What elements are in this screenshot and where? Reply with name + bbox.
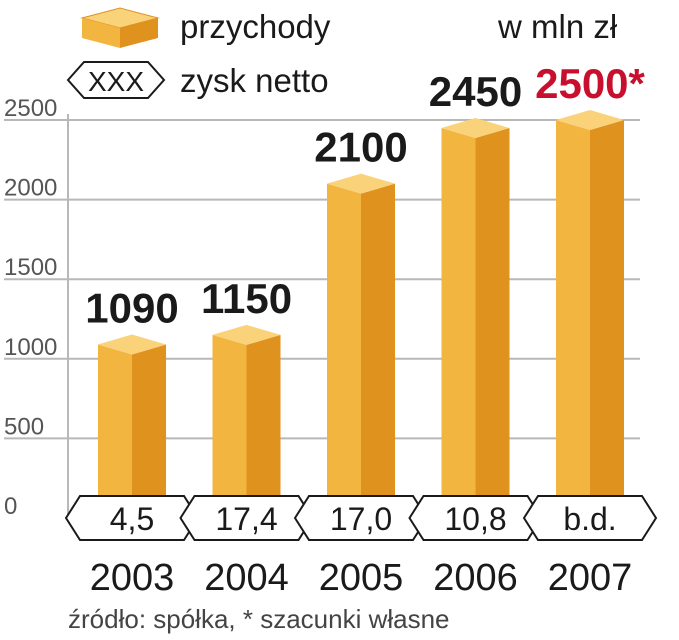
- y-tick-label: 1500: [4, 254, 57, 281]
- bar-face-top: [98, 334, 166, 355]
- revenue-bar: [327, 173, 395, 518]
- bar-face-left: [98, 344, 132, 518]
- revenue-bar: [212, 324, 281, 518]
- net-profit-label: 4,5: [110, 501, 154, 537]
- bar-value-label: 1150: [201, 275, 292, 322]
- net-profit-badge: 17,0: [293, 495, 429, 541]
- revenue-bar: [441, 117, 510, 519]
- net-profit-badge: 10,8: [408, 495, 543, 541]
- y-tick-label: 1000: [4, 334, 57, 361]
- y-tick-label: 0: [4, 493, 17, 520]
- x-tick-label: 2005: [319, 557, 404, 599]
- y-tick-label: 2500: [4, 95, 57, 122]
- bar-face-right: [132, 344, 166, 518]
- legend-profit-label: zysk netto: [180, 62, 329, 99]
- net-profit-badge: b.d.: [522, 495, 658, 541]
- net-profit-label: 17,4: [215, 501, 277, 537]
- revenue-bar: [98, 334, 166, 518]
- bar-face-top: [556, 110, 624, 130]
- unit-label: w mln zł: [498, 8, 618, 45]
- legend-profit-sample: XXX: [88, 66, 144, 97]
- net-profit-label: b.d.: [563, 501, 616, 537]
- legend-revenue-swatch-icon: [80, 7, 160, 48]
- y-tick-label: 500: [4, 413, 44, 440]
- bar-value-label: 1090: [85, 284, 178, 331]
- bar-face-right: [246, 334, 281, 518]
- revenue-bar: [556, 110, 624, 518]
- bar-face-right: [361, 183, 395, 518]
- net-profit-label: 17,0: [330, 501, 392, 537]
- bar-value-label: 2450: [429, 68, 522, 115]
- bar-face-right: [475, 127, 510, 519]
- net-profit-badge: 17,4: [179, 495, 314, 541]
- bar-value-label: 2500*: [535, 60, 645, 107]
- bar-face-right: [590, 120, 624, 518]
- x-tick-label: 2003: [90, 557, 175, 599]
- bar-face-left: [441, 127, 476, 519]
- bar-value-label: 2100: [314, 124, 407, 171]
- net-profit-label: 10,8: [444, 501, 506, 537]
- bar-face-top: [212, 324, 281, 345]
- bar-face-left: [327, 183, 361, 518]
- legend-revenue-label: przychody: [180, 8, 331, 45]
- source-note: źródło: spółka, * szacunki własne: [68, 604, 450, 634]
- y-tick-label: 2000: [4, 175, 57, 202]
- bar-face-top: [327, 173, 395, 194]
- bar-face-top: [441, 117, 510, 138]
- net-profit-badge: 4,5: [64, 495, 200, 541]
- bar-face-left: [212, 334, 247, 518]
- bar-face-left: [556, 120, 590, 518]
- x-tick-label: 2007: [548, 557, 633, 599]
- net-profit-hexagon: [522, 495, 658, 541]
- x-tick-label: 2006: [433, 557, 518, 599]
- legend-profit-swatch-icon: XXX: [66, 61, 166, 99]
- x-tick-label: 2004: [204, 557, 289, 599]
